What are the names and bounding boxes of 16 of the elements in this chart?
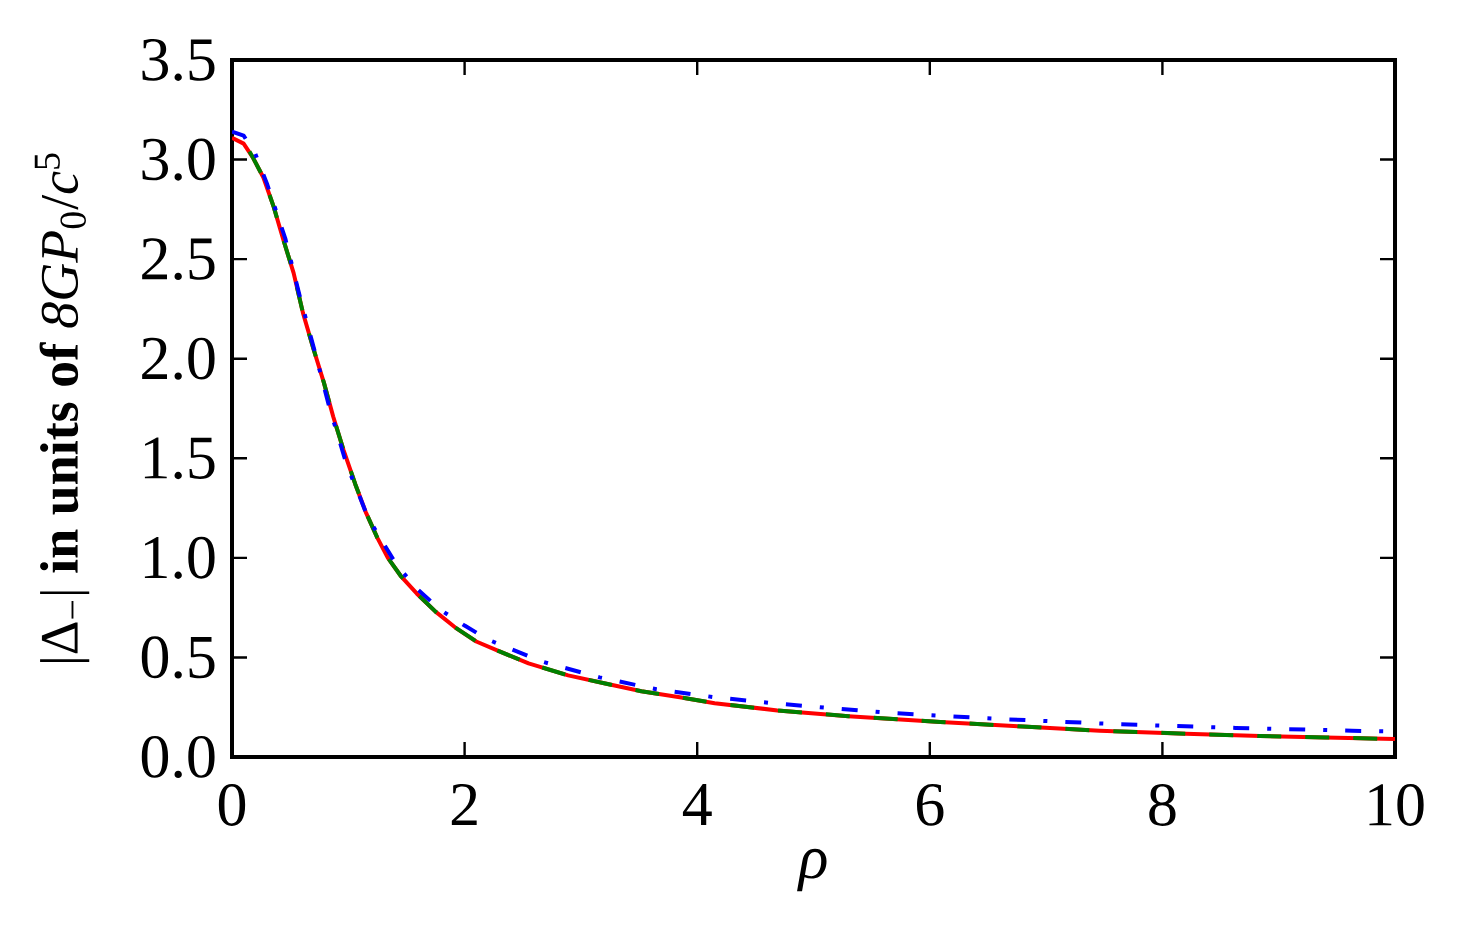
y-tick-label: 0.5 bbox=[141, 636, 215, 679]
y-tick-label: 3.0 bbox=[142, 138, 215, 181]
x-tick-label: 6 bbox=[916, 784, 944, 826]
text: |Δ$_{−}$| in units of 8GP$_{0}$/c$^{5}$ bbox=[34, 153, 90, 662]
y-tick-label: 3.5 bbox=[142, 39, 215, 81]
x-tick-label: 4 bbox=[682, 784, 712, 825]
y-tick-label: 2.0 bbox=[142, 337, 215, 380]
x-tick-label: 10 bbox=[1369, 784, 1424, 826]
x-tick-label: 0 bbox=[218, 784, 246, 826]
y-tick-label: 2.5 bbox=[142, 238, 215, 281]
y-tick-label: 0.0 bbox=[141, 735, 215, 779]
x-tick-label: 2 bbox=[451, 784, 477, 826]
y-tick-label: 1.5 bbox=[144, 437, 215, 480]
x-axis-title: ρ bbox=[797, 848, 827, 892]
x-tick-label: 8 bbox=[1149, 784, 1176, 826]
y-tick-label: 1.0 bbox=[144, 536, 215, 579]
